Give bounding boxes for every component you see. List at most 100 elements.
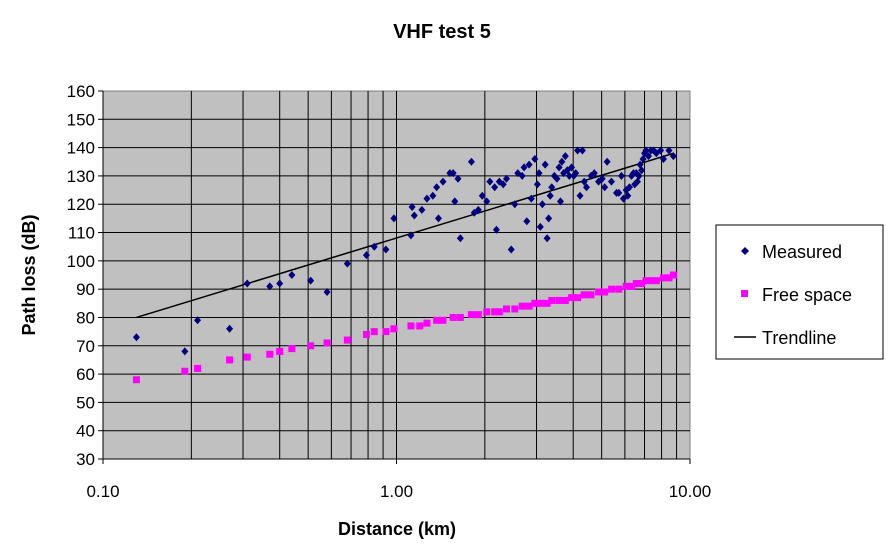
x-axis-ticks: 0.10 1.00 10.00 — [86, 459, 711, 501]
measured-point — [657, 146, 665, 155]
measured-point — [343, 259, 351, 268]
measured-point — [541, 160, 549, 169]
measured-point — [486, 177, 494, 186]
free-space-point — [647, 277, 655, 285]
measured-point — [535, 169, 543, 178]
measured-point — [536, 222, 544, 231]
measured-point — [556, 197, 564, 206]
measured-point — [226, 324, 234, 333]
measured-point — [572, 169, 580, 178]
measured-point — [323, 287, 331, 296]
measured-point — [617, 171, 625, 180]
measured-point — [429, 191, 437, 200]
measured-point — [546, 191, 554, 200]
legend-marker-measured — [741, 247, 749, 255]
y-tick-label: 30 — [76, 450, 95, 469]
measured-point — [382, 245, 390, 254]
free-space-point — [433, 316, 441, 324]
measured-point — [407, 231, 415, 240]
measured-point — [525, 160, 533, 169]
measured-point — [243, 279, 251, 288]
free-space-point — [439, 316, 447, 324]
free-space-point — [491, 308, 499, 316]
measured-series — [132, 146, 677, 356]
legend-label-trendline: Trendline — [762, 328, 836, 348]
y-tick-label: 70 — [76, 337, 95, 356]
free-space-point — [382, 328, 390, 336]
measured-point — [483, 197, 491, 206]
legend: Measured Free space Trendline — [715, 224, 884, 360]
measured-point — [598, 174, 606, 183]
free-space-point — [536, 299, 544, 307]
measured-point — [276, 279, 284, 288]
free-space-point — [525, 302, 533, 310]
free-space-point — [407, 322, 415, 330]
free-space-point — [580, 291, 588, 299]
free-space-point — [615, 285, 623, 293]
measured-point — [288, 271, 296, 279]
measured-point — [574, 146, 582, 155]
measured-point — [408, 203, 416, 212]
free-space-point — [595, 288, 603, 296]
measured-point — [538, 200, 546, 209]
free-space-point — [132, 376, 140, 384]
measured-point — [635, 171, 643, 180]
measured-point — [362, 251, 370, 260]
measured-point — [583, 183, 591, 192]
free-space-point — [474, 311, 482, 319]
measured-point — [511, 200, 519, 209]
y-tick-label: 110 — [68, 224, 95, 243]
measured-point — [523, 217, 531, 226]
measured-point — [507, 245, 515, 254]
y-axis-ticks: 30 40 50 60 70 80 90 100 110 120 130 140 150 160 — [67, 82, 103, 469]
free-space-point — [561, 296, 569, 304]
measured-point — [558, 157, 566, 166]
measured-point — [578, 146, 586, 155]
measured-point — [410, 211, 418, 220]
measured-point — [590, 169, 598, 178]
free-space-point — [181, 367, 189, 375]
free-space-point — [370, 328, 378, 336]
free-space-point — [194, 364, 202, 372]
measured-point — [545, 214, 553, 223]
free-space-point — [587, 291, 595, 299]
free-space-point — [628, 282, 636, 290]
measured-point — [553, 174, 561, 183]
y-tick-label: 160 — [67, 82, 95, 101]
free-space-point — [543, 299, 551, 307]
measured-point — [615, 188, 623, 197]
measured-point — [502, 174, 510, 183]
free-space-point — [638, 279, 646, 287]
measured-point — [449, 169, 457, 178]
measured-point — [132, 333, 140, 342]
legend-label-measured: Measured — [762, 242, 842, 262]
free-space-point — [276, 347, 284, 355]
measured-point — [601, 183, 609, 192]
measured-point — [561, 152, 569, 161]
legend-label-free-space: Free space — [762, 285, 852, 305]
measured-point — [439, 177, 447, 186]
legend-marker-free-space — [741, 290, 748, 297]
free-space-point — [467, 311, 475, 319]
measured-point — [659, 154, 667, 163]
free-space-point — [568, 294, 576, 302]
y-tick-label: 130 — [67, 167, 95, 186]
measured-point — [434, 214, 442, 223]
y-tick-label: 140 — [67, 139, 95, 158]
free-space-point — [642, 277, 650, 285]
free-space-point — [423, 319, 431, 327]
measured-point — [499, 180, 507, 189]
free-space-point — [659, 274, 667, 282]
measured-point — [548, 183, 556, 192]
measured-point — [390, 214, 398, 223]
free-space-point — [323, 339, 331, 347]
measured-point — [555, 163, 563, 172]
y-tick-label: 120 — [67, 195, 95, 214]
y-tick-label: 60 — [76, 365, 95, 384]
free-space-point — [548, 296, 556, 304]
y-tick-label: 150 — [67, 110, 95, 129]
free-space-point — [495, 308, 503, 316]
free-space-point — [607, 285, 615, 293]
y-tick-label: 100 — [67, 252, 95, 271]
